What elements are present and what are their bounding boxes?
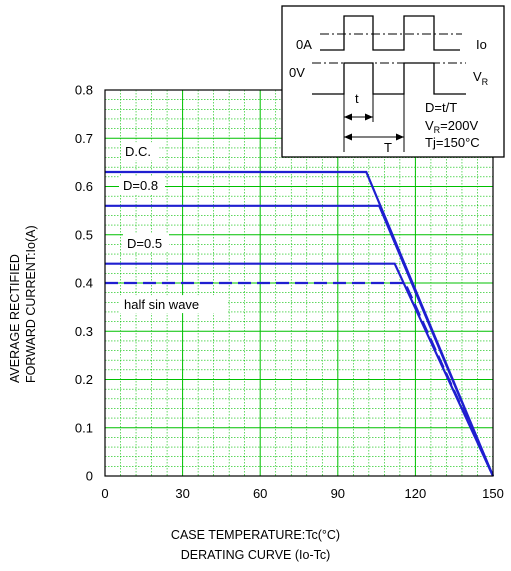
inset-label-vr: VR [473, 69, 489, 87]
series-label: D.C. [125, 144, 151, 159]
y-tick-label: 0.5 [75, 227, 93, 242]
x-tick-label: 60 [253, 486, 267, 501]
x-tick-label: 90 [331, 486, 345, 501]
inset-label-vr-main: V [473, 69, 482, 84]
x-tick-label: 150 [482, 486, 504, 501]
series-labels: D.C. D=0.8 D=0.5 half sin wave [119, 142, 227, 314]
inset-vr-spec-value: =200V [440, 118, 478, 133]
y-tick-label: 0.2 [75, 372, 93, 387]
chart-caption: DERATING CURVE (Io-Tc) [180, 548, 331, 562]
series-line [105, 170, 495, 477]
t-arrow-right [365, 113, 373, 121]
inset-label-vr-sub: R [482, 77, 489, 87]
y-tick-label: 0.3 [75, 324, 93, 339]
inset-duty-formula: D=t/T [425, 100, 457, 115]
x-tick-label: 0 [101, 486, 108, 501]
y-axis-title-line2: FORWARD CURRENT:Io(A) [24, 225, 38, 383]
y-tick-label: 0.8 [75, 83, 93, 98]
series-label-bg [123, 233, 169, 252]
x-axis-title: CASE TEMPERATURE:Tc(°C) [170, 528, 341, 542]
inset-vr-spec-main: V [425, 118, 434, 133]
y-axis-title: AVERAGE RECTIFIED FORWARD CURRENT:Io(A) [8, 215, 38, 415]
inset-frame [281, 5, 505, 158]
y-tick-label: 0.4 [75, 276, 93, 291]
y-tick-label: 0 [86, 469, 93, 484]
series-line [105, 262, 494, 477]
series-label: half sin wave [124, 297, 199, 312]
series-label: D=0.8 [123, 178, 158, 193]
series-line [105, 204, 495, 477]
series-label-bg [119, 175, 165, 194]
series-label-bg [120, 295, 227, 314]
waveform-inset: 0A 0V Io VR t T D=t/T VR=200V Tj=150°C [281, 5, 505, 158]
T-arrow-left [344, 133, 352, 141]
tick-labels: 0 30 60 90 120 150 0 0.1 0.2 0.3 0.4 0.5 0.6 0.7 0.8 [75, 83, 504, 502]
series-line [105, 281, 495, 477]
y-axis-title-line1: AVERAGE RECTIFIED [8, 254, 22, 383]
x-tick-label: 30 [175, 486, 189, 501]
io-waveform [320, 15, 460, 51]
x-tick-label: 120 [405, 486, 427, 501]
y-tick-label: 0.1 [75, 420, 93, 435]
inset-label-0a: 0A [296, 37, 312, 52]
series-label: D=0.5 [127, 236, 162, 251]
series-layer [105, 170, 495, 477]
inset-label-0v: 0V [289, 65, 305, 80]
inset-vr-spec: VR=200V [425, 118, 478, 135]
inset-label-t-small: t [355, 91, 359, 106]
y-tick-label: 0.6 [75, 179, 93, 194]
t-arrow-left [344, 113, 352, 121]
y-tick-label: 0.7 [75, 131, 93, 146]
inset-vr-spec-sub: R [434, 125, 441, 135]
inset-tj-spec: Tj=150°C [425, 135, 480, 150]
T-arrow-right [396, 133, 404, 141]
inset-label-io: Io [476, 37, 487, 52]
inset-label-t-big: T [384, 140, 392, 155]
series-label-bg [121, 142, 160, 161]
